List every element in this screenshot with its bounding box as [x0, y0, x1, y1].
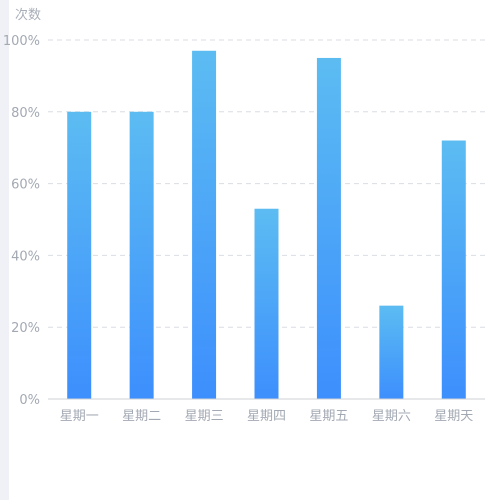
- x-tick-label: 星期四: [247, 409, 286, 424]
- bars: [67, 50, 466, 400]
- bar-7: [441, 140, 466, 399]
- bar-5: [316, 57, 341, 399]
- x-tick-label: 星期天: [434, 409, 473, 424]
- y-tick-label: 0%: [19, 393, 40, 408]
- y-tick-label: 100%: [3, 34, 40, 49]
- bar-3: [192, 50, 217, 400]
- y-axis-unit-label: 次数: [15, 8, 42, 23]
- y-tick-label: 40%: [11, 249, 40, 264]
- bar-4: [254, 208, 279, 399]
- x-tick-label: 星期五: [309, 409, 348, 424]
- x-tick-label: 星期三: [185, 409, 224, 424]
- y-tick-label: 60%: [11, 178, 40, 193]
- bar-6: [379, 305, 404, 399]
- bar-1: [67, 111, 92, 400]
- x-tick-label: 星期一: [60, 409, 99, 424]
- x-tick-label: 星期六: [372, 409, 411, 424]
- axes: 0% 20% 40% 60% 80% 100% 星期一 星期二 星期三 星期四 星期五 星期六 星期天: [3, 34, 485, 424]
- y-tick-label: 20%: [11, 321, 40, 336]
- bar-2: [129, 111, 154, 400]
- y-tick-label: 80%: [11, 106, 40, 121]
- x-tick-label: 星期二: [122, 409, 161, 424]
- left-panel-edge: [0, 0, 9, 500]
